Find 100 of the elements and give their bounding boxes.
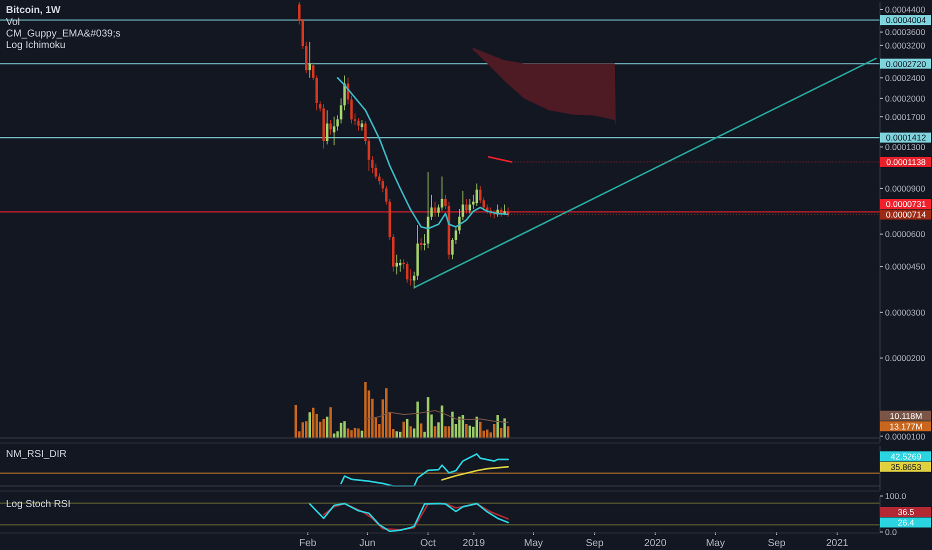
text: 36.5: [898, 507, 915, 518]
ref-line-label: 0.0004004: [886, 15, 926, 26]
chart-title: Log Stoch RSI: [6, 499, 70, 510]
chart-title: NM_RSI_DIR: [6, 449, 67, 460]
bar: [476, 416, 478, 438]
bar: [312, 408, 314, 438]
y-tick-label: 0.0000600: [885, 229, 926, 240]
candlestick: [318, 100, 322, 112]
y-tick-label: 0.0000100: [885, 431, 926, 442]
y-tick-label: 0.0000200: [885, 353, 926, 364]
bar: [354, 428, 356, 438]
bar: [444, 426, 447, 438]
text: 26.4: [898, 518, 915, 528]
y-tick-label: 0.0000300: [885, 307, 926, 318]
candlestick: [500, 207, 502, 218]
x-tick-label: May: [524, 538, 543, 549]
candlestick: [398, 258, 402, 272]
bar: [458, 416, 461, 438]
text: 13.177M: [889, 421, 923, 432]
x-tick-label: Jun: [359, 538, 376, 549]
y-tick-label: 0.0002400: [885, 72, 926, 83]
bar: [479, 422, 482, 438]
candlestick: [465, 198, 468, 214]
candlestick: [395, 254, 398, 275]
text: 42.5269: [890, 451, 922, 462]
x-tick-label: Sep: [768, 538, 786, 549]
candlestick: [406, 261, 408, 284]
y-tick-label: 0.0000900: [885, 184, 926, 194]
x-tick-label: 2020: [644, 538, 667, 549]
bar: [294, 404, 298, 438]
x-tick-label: Oct: [420, 538, 436, 549]
bar: [360, 430, 364, 438]
bar: [434, 426, 436, 438]
candlestick: [360, 120, 364, 132]
y-tick-label: 0.0001700: [885, 112, 926, 122]
chart-title: Bitcoin, 1W: [6, 5, 62, 16]
y-tick-label: 0.0004400: [885, 4, 926, 15]
candlestick: [434, 201, 436, 218]
candlestick: [357, 118, 360, 132]
bar: [420, 423, 422, 438]
bar: [416, 402, 419, 438]
bar: [426, 397, 430, 438]
bar: [468, 426, 472, 438]
candlestick: [329, 120, 332, 136]
y-tick-label: 0.0003200: [885, 40, 926, 50]
bar: [451, 412, 454, 438]
bar: [343, 421, 346, 438]
bar: [322, 418, 325, 438]
bar: [308, 412, 311, 438]
ref-line-label: 0.0002720: [886, 58, 926, 69]
y-tick-label: 0.0000450: [885, 262, 926, 272]
bar: [357, 428, 360, 438]
bar: [462, 415, 464, 438]
y-tick-label: 0.0002000: [885, 93, 926, 104]
bar: [395, 431, 398, 438]
bar: [406, 418, 408, 438]
x-tick-label: Feb: [299, 538, 317, 549]
x-tick-label: May: [706, 538, 725, 549]
bar: [492, 424, 496, 438]
candlestick: [385, 186, 388, 205]
candlestick: [326, 110, 328, 145]
text: 35.8653: [890, 462, 922, 472]
x-tick-label: 2019: [462, 538, 486, 549]
bar: [329, 407, 332, 438]
candlestick: [476, 183, 478, 206]
bar: [506, 426, 510, 438]
bar: [409, 426, 412, 438]
ref-line-label: 0.0001412: [886, 132, 926, 143]
candlestick: [409, 268, 412, 286]
bar: [496, 415, 499, 438]
bar: [385, 388, 388, 438]
candlestick: [479, 186, 482, 204]
annotation: 0.0000714: [886, 210, 926, 220]
bar: [500, 428, 502, 438]
bar: [346, 428, 350, 438]
candlestick: [468, 198, 472, 214]
bar: [503, 418, 506, 438]
bar: [465, 424, 468, 438]
bar: [486, 430, 488, 438]
annotation: Vol: [6, 17, 20, 28]
candlestick: [298, 2, 301, 25]
bar: [440, 406, 444, 438]
y-tick-label: 0.0: [885, 527, 898, 538]
y-tick-label: 100.0: [885, 491, 907, 502]
bar: [302, 422, 304, 438]
candlestick: [382, 178, 384, 193]
y-tick-label: 0.0001300: [885, 142, 926, 152]
text: 10.118M: [890, 410, 922, 421]
candlestick: [420, 238, 422, 251]
y-tick-label: 0.0003600: [885, 27, 926, 38]
candlestick: [482, 197, 485, 211]
bar: [448, 426, 450, 438]
bar: [340, 422, 342, 438]
annotation: CM_Guppy_EMA&#039;s: [6, 28, 121, 40]
x-tick-label: Sep: [586, 538, 604, 549]
bar: [402, 422, 405, 438]
ref-line-label: 0.0000731: [886, 199, 926, 210]
annotation: Log Ichimoku: [6, 40, 66, 51]
bar: [350, 430, 353, 438]
candlestick: [486, 204, 488, 214]
